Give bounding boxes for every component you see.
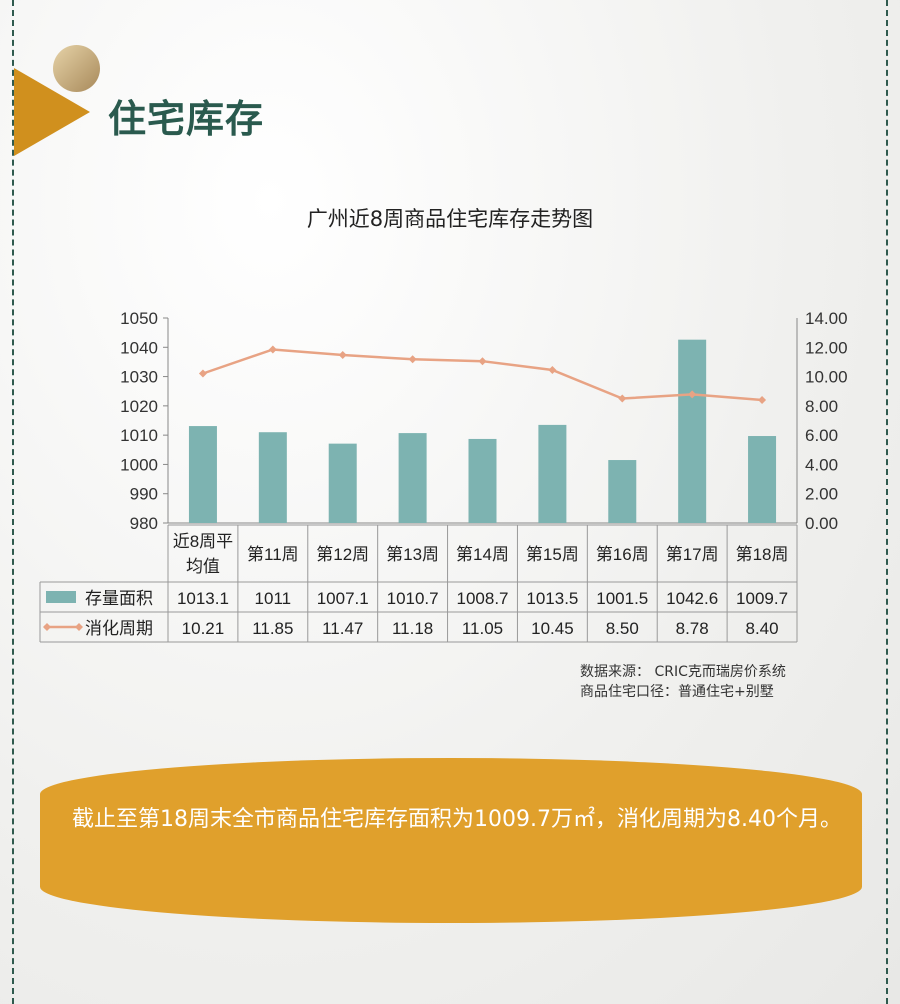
line-point — [758, 396, 767, 404]
data-label: 1042.6 — [666, 589, 718, 608]
data-label: 11.47 — [322, 619, 363, 638]
dashed-border-right — [886, 0, 888, 1004]
legend-line-marker — [75, 623, 83, 631]
source-note: 数据来源： CRIC克而瑞房价系统 商品住宅口径：普通住宅+别墅 — [580, 662, 786, 702]
line-point — [268, 345, 277, 354]
legend-bar-swatch — [46, 591, 76, 603]
y-left-tick-label: 980 — [130, 514, 158, 533]
data-label: 8.40 — [746, 619, 779, 638]
data-label: 11.18 — [392, 619, 433, 638]
bar — [678, 339, 707, 523]
y-left-tick-label: 990 — [130, 485, 158, 504]
legend-line-marker — [43, 623, 51, 631]
bar — [748, 436, 777, 523]
data-label: 1013.1 — [177, 589, 229, 608]
y-right-tick-label: 14.00 — [805, 309, 848, 328]
data-label: 1013.5 — [526, 589, 578, 608]
y-right-tick-label: 4.00 — [805, 455, 838, 474]
category-label: 第11周 — [247, 545, 299, 564]
bar — [188, 426, 217, 523]
data-label: 1009.7 — [736, 589, 788, 608]
y-left-tick-label: 1010 — [120, 426, 158, 445]
y-left-tick-label: 1040 — [120, 338, 158, 357]
legend-label: 存量面积 — [85, 589, 153, 608]
summary-callout — [40, 758, 862, 923]
category-label: 第16周 — [596, 545, 649, 564]
line-point — [408, 355, 417, 364]
category-label: 第12周 — [316, 545, 369, 564]
data-label: 11.85 — [252, 619, 293, 638]
category-label: 近8周平 — [173, 532, 233, 551]
category-label: 第17周 — [666, 545, 719, 564]
y-right-tick-label: 2.00 — [805, 485, 838, 504]
category-label: 第13周 — [386, 545, 439, 564]
line-point — [478, 357, 487, 366]
data-label: 10.45 — [531, 619, 574, 638]
y-right-tick-label: 12.00 — [805, 338, 848, 357]
bar — [258, 432, 287, 523]
bar — [398, 433, 427, 523]
data-label: 10.21 — [182, 619, 225, 638]
data-label: 1008.7 — [457, 589, 509, 608]
data-label: 1007.1 — [317, 589, 369, 608]
category-label: 第18周 — [736, 545, 789, 564]
data-label: 8.78 — [676, 619, 709, 638]
y-right-tick-label: 10.00 — [805, 368, 848, 387]
line-point — [198, 369, 207, 378]
y-left-tick-label: 1000 — [120, 455, 158, 474]
y-left-tick-label: 1030 — [120, 368, 158, 387]
line-point — [688, 390, 697, 399]
data-label: 1010.7 — [387, 589, 439, 608]
category-label: 均值 — [186, 557, 220, 576]
y-left-tick-label: 1050 — [120, 309, 158, 328]
data-label: 1011 — [255, 589, 292, 608]
bar — [468, 438, 497, 523]
section-title: 住宅库存 — [108, 97, 265, 141]
chart-title: 广州近8周商品住宅库存走势图 — [306, 207, 594, 231]
line-point — [618, 394, 627, 403]
line-point — [338, 351, 347, 360]
data-label: 11.05 — [462, 619, 503, 638]
category-label: 第15周 — [526, 545, 579, 564]
source-line: 商品住宅口径：普通住宅+别墅 — [580, 684, 774, 700]
y-right-tick-label: 8.00 — [805, 397, 838, 416]
chart: 980 990 1000 1010 1020 1030 1040 1050 0.00 2.00 4.… — [39, 309, 848, 643]
line-point — [548, 365, 557, 374]
bar — [608, 460, 637, 523]
summary-text: 截止至第18周末全市商品住宅库存面积为1009.7万㎡，消化周期为8.40个月。 — [72, 807, 842, 832]
y-left-tick-label: 1020 — [120, 397, 158, 416]
y-right-tick-label: 6.00 — [805, 426, 838, 445]
bar — [538, 424, 567, 523]
data-label: 8.50 — [606, 619, 639, 638]
gold-circle-icon — [53, 45, 100, 92]
dashed-border-left — [12, 0, 14, 1004]
data-label: 1001.5 — [596, 589, 648, 608]
legend-label: 消化周期 — [85, 619, 153, 638]
category-label: 第14周 — [456, 545, 509, 564]
y-right-tick-label: 0.00 — [805, 514, 838, 533]
source-line: 数据来源： CRIC克而瑞房价系统 — [580, 664, 786, 680]
bar — [328, 443, 357, 523]
